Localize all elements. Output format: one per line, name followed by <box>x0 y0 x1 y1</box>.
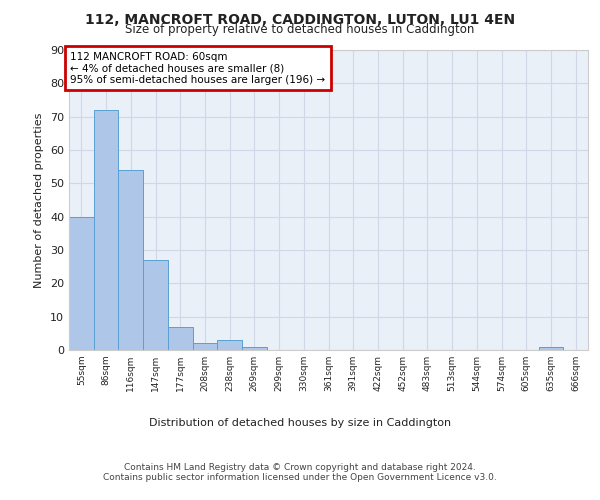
Text: Contains public sector information licensed under the Open Government Licence v3: Contains public sector information licen… <box>103 474 497 482</box>
Text: Contains HM Land Registry data © Crown copyright and database right 2024.: Contains HM Land Registry data © Crown c… <box>124 464 476 472</box>
Bar <box>168 326 193 350</box>
Text: Distribution of detached houses by size in Caddington: Distribution of detached houses by size … <box>149 418 451 428</box>
Text: Size of property relative to detached houses in Caddington: Size of property relative to detached ho… <box>125 22 475 36</box>
Y-axis label: Number of detached properties: Number of detached properties <box>34 112 44 288</box>
Text: 112, MANCROFT ROAD, CADDINGTON, LUTON, LU1 4EN: 112, MANCROFT ROAD, CADDINGTON, LUTON, L… <box>85 12 515 26</box>
Bar <box>193 344 217 350</box>
Text: 112 MANCROFT ROAD: 60sqm
← 4% of detached houses are smaller (8)
95% of semi-det: 112 MANCROFT ROAD: 60sqm ← 4% of detache… <box>70 52 325 85</box>
Bar <box>242 346 267 350</box>
Bar <box>118 170 143 350</box>
Bar <box>94 110 118 350</box>
Bar <box>539 346 563 350</box>
Bar <box>217 340 242 350</box>
Bar <box>69 216 94 350</box>
Bar <box>143 260 168 350</box>
